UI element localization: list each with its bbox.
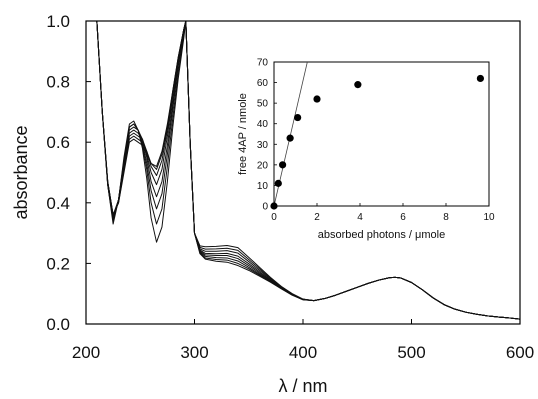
inset-y-tick-label: 50 (257, 99, 269, 110)
main-x-axis-title: λ / nm (278, 376, 327, 396)
inset-y-tick-label: 60 (257, 78, 269, 89)
main-y-axis-title: absorbance (11, 125, 31, 219)
main-x-tick-label: 400 (289, 343, 317, 362)
main-y-tick-label: 0.0 (46, 315, 70, 334)
inset-y-tick-label: 0 (262, 202, 268, 213)
inset-x-tick-label: 2 (314, 212, 320, 223)
inset-x-tick-label: 10 (483, 212, 495, 223)
main-y-tick-label: 0.6 (46, 133, 70, 152)
inset-x-tick-label: 6 (400, 212, 406, 223)
inset-y-tick-label: 40 (257, 119, 269, 130)
inset-x-tick-label: 4 (357, 212, 363, 223)
main-x-tick-label: 200 (72, 343, 100, 362)
inset-y-tick-label: 70 (257, 58, 269, 69)
main-x-tick-label: 300 (180, 343, 208, 362)
inset-y-tick-label: 20 (257, 160, 269, 171)
inset-y-axis-title: free 4AP / nmole (237, 93, 249, 175)
spectrum-line-8 (96, 21, 520, 320)
main-y-tick-label: 0.4 (46, 194, 70, 213)
main-y-tick-label: 0.8 (46, 73, 70, 92)
inset-data-point (476, 74, 484, 83)
inset-x-axis-title: absorbed photons / μmole (318, 229, 445, 241)
main-y-tick-label: 1.0 (46, 12, 70, 31)
inset-data-point (313, 95, 321, 103)
inset-data-point (286, 134, 294, 142)
inset-data-point (279, 161, 287, 169)
main-y-tick-label: 0.2 (46, 254, 70, 273)
inset-x-tick-label: 0 (271, 212, 277, 223)
inset-data-point (354, 81, 362, 89)
inset-plot-frame (273, 61, 490, 207)
inset-data-point (294, 113, 302, 122)
inset-y-tick-label: 30 (257, 140, 269, 151)
main-x-tick-label: 600 (506, 343, 534, 362)
main-x-tick-label: 500 (397, 343, 425, 362)
inset-x-tick-label: 8 (443, 212, 449, 223)
inset-y-tick-label: 10 (257, 181, 269, 192)
inset-data-point (274, 179, 282, 187)
